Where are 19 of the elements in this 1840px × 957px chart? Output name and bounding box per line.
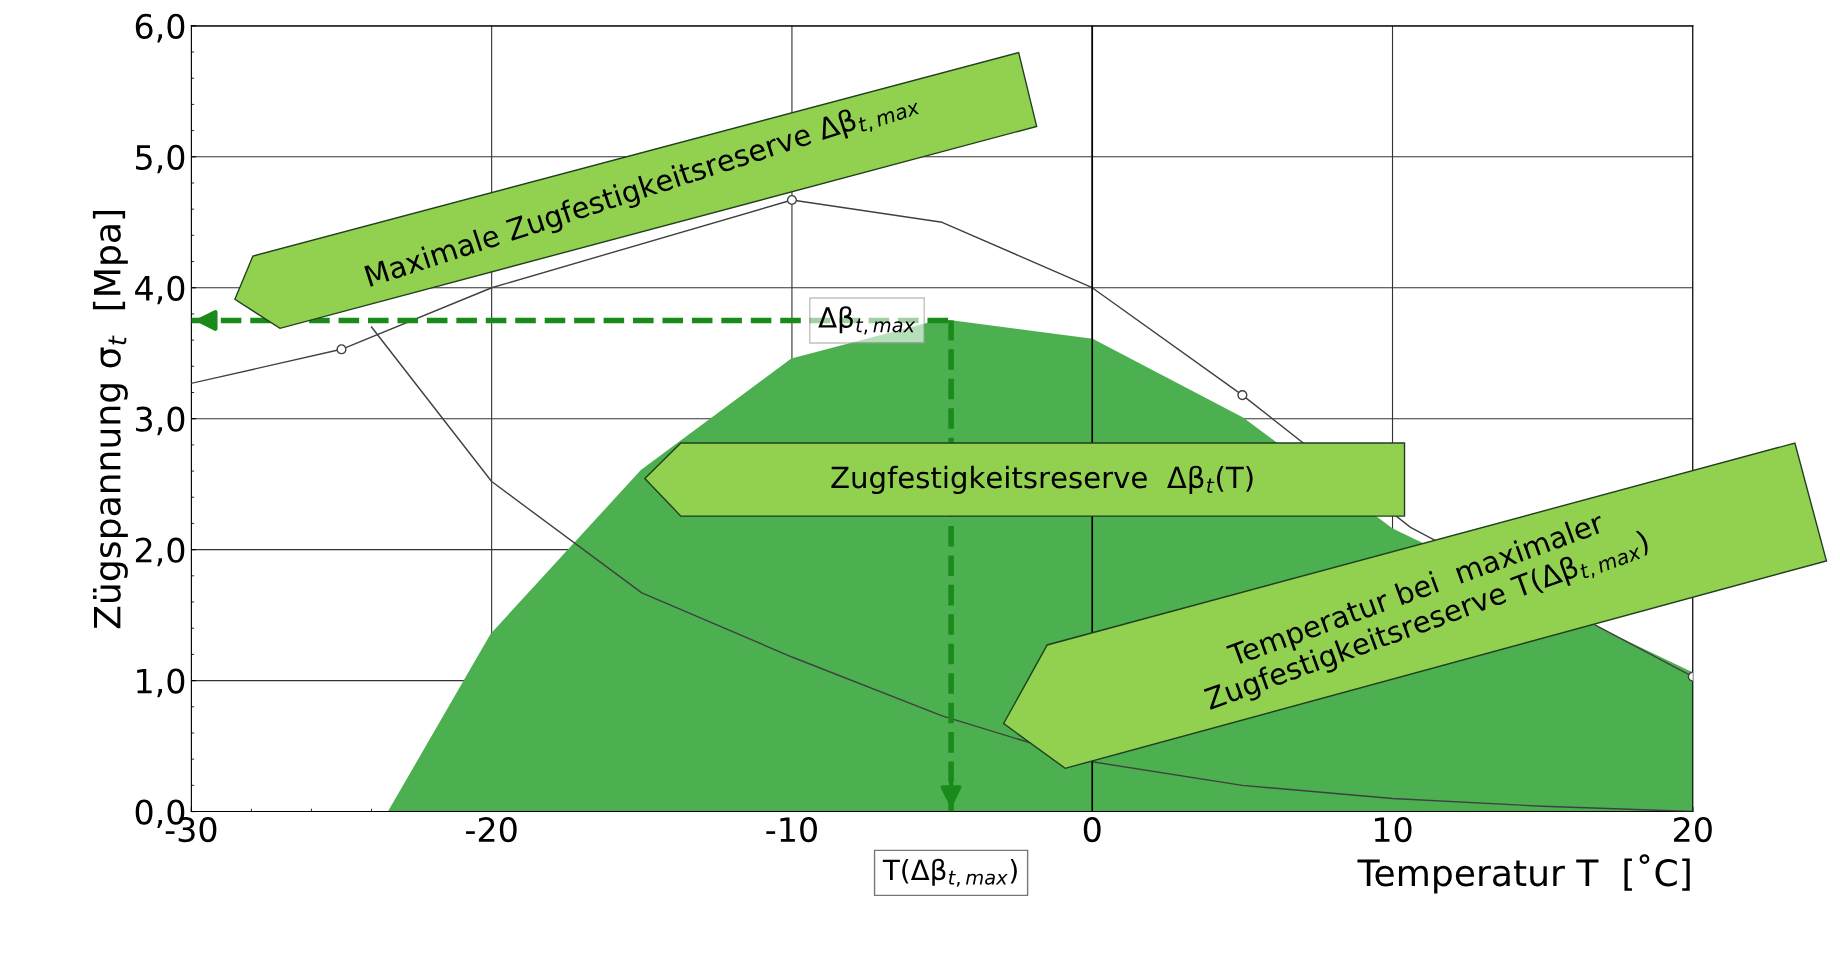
x-tick-label: 10: [1374, 816, 1412, 843]
x-tick-label: 0: [1083, 816, 1101, 843]
x-tick-label: -10: [766, 816, 817, 843]
x-tick-label: -20: [466, 816, 517, 843]
y-axis-title: Zügspannung σ$_{t}$ [Mpa]: [92, 211, 128, 629]
y-tick-label: 5,0: [136, 144, 185, 174]
annotation: Maximale Zugfestigkeitsreserve Δβ$_{t,max}$: [363, 87, 922, 294]
ref-line-label: T(Δβ$_{t,max}$): [882, 858, 1017, 887]
x-tick-label: 20: [1674, 816, 1712, 843]
point: [336, 344, 347, 355]
y-tick-label: 1,0: [137, 668, 185, 698]
y-tick-label: 3,0: [136, 406, 185, 436]
ref-line-label: Δβ$_{t,max}$: [818, 306, 916, 335]
y-tick-label: 6,0: [135, 13, 185, 43]
x-axis-title: Temperatur T [˚C]: [1357, 854, 1690, 894]
point: [1237, 390, 1248, 401]
y-tick-label: 2,0: [135, 537, 185, 567]
annotation: Zugfestigkeitsreserve Δβ$_{t}$(T): [831, 465, 1253, 495]
y-tick-label: 4,0: [135, 275, 185, 305]
